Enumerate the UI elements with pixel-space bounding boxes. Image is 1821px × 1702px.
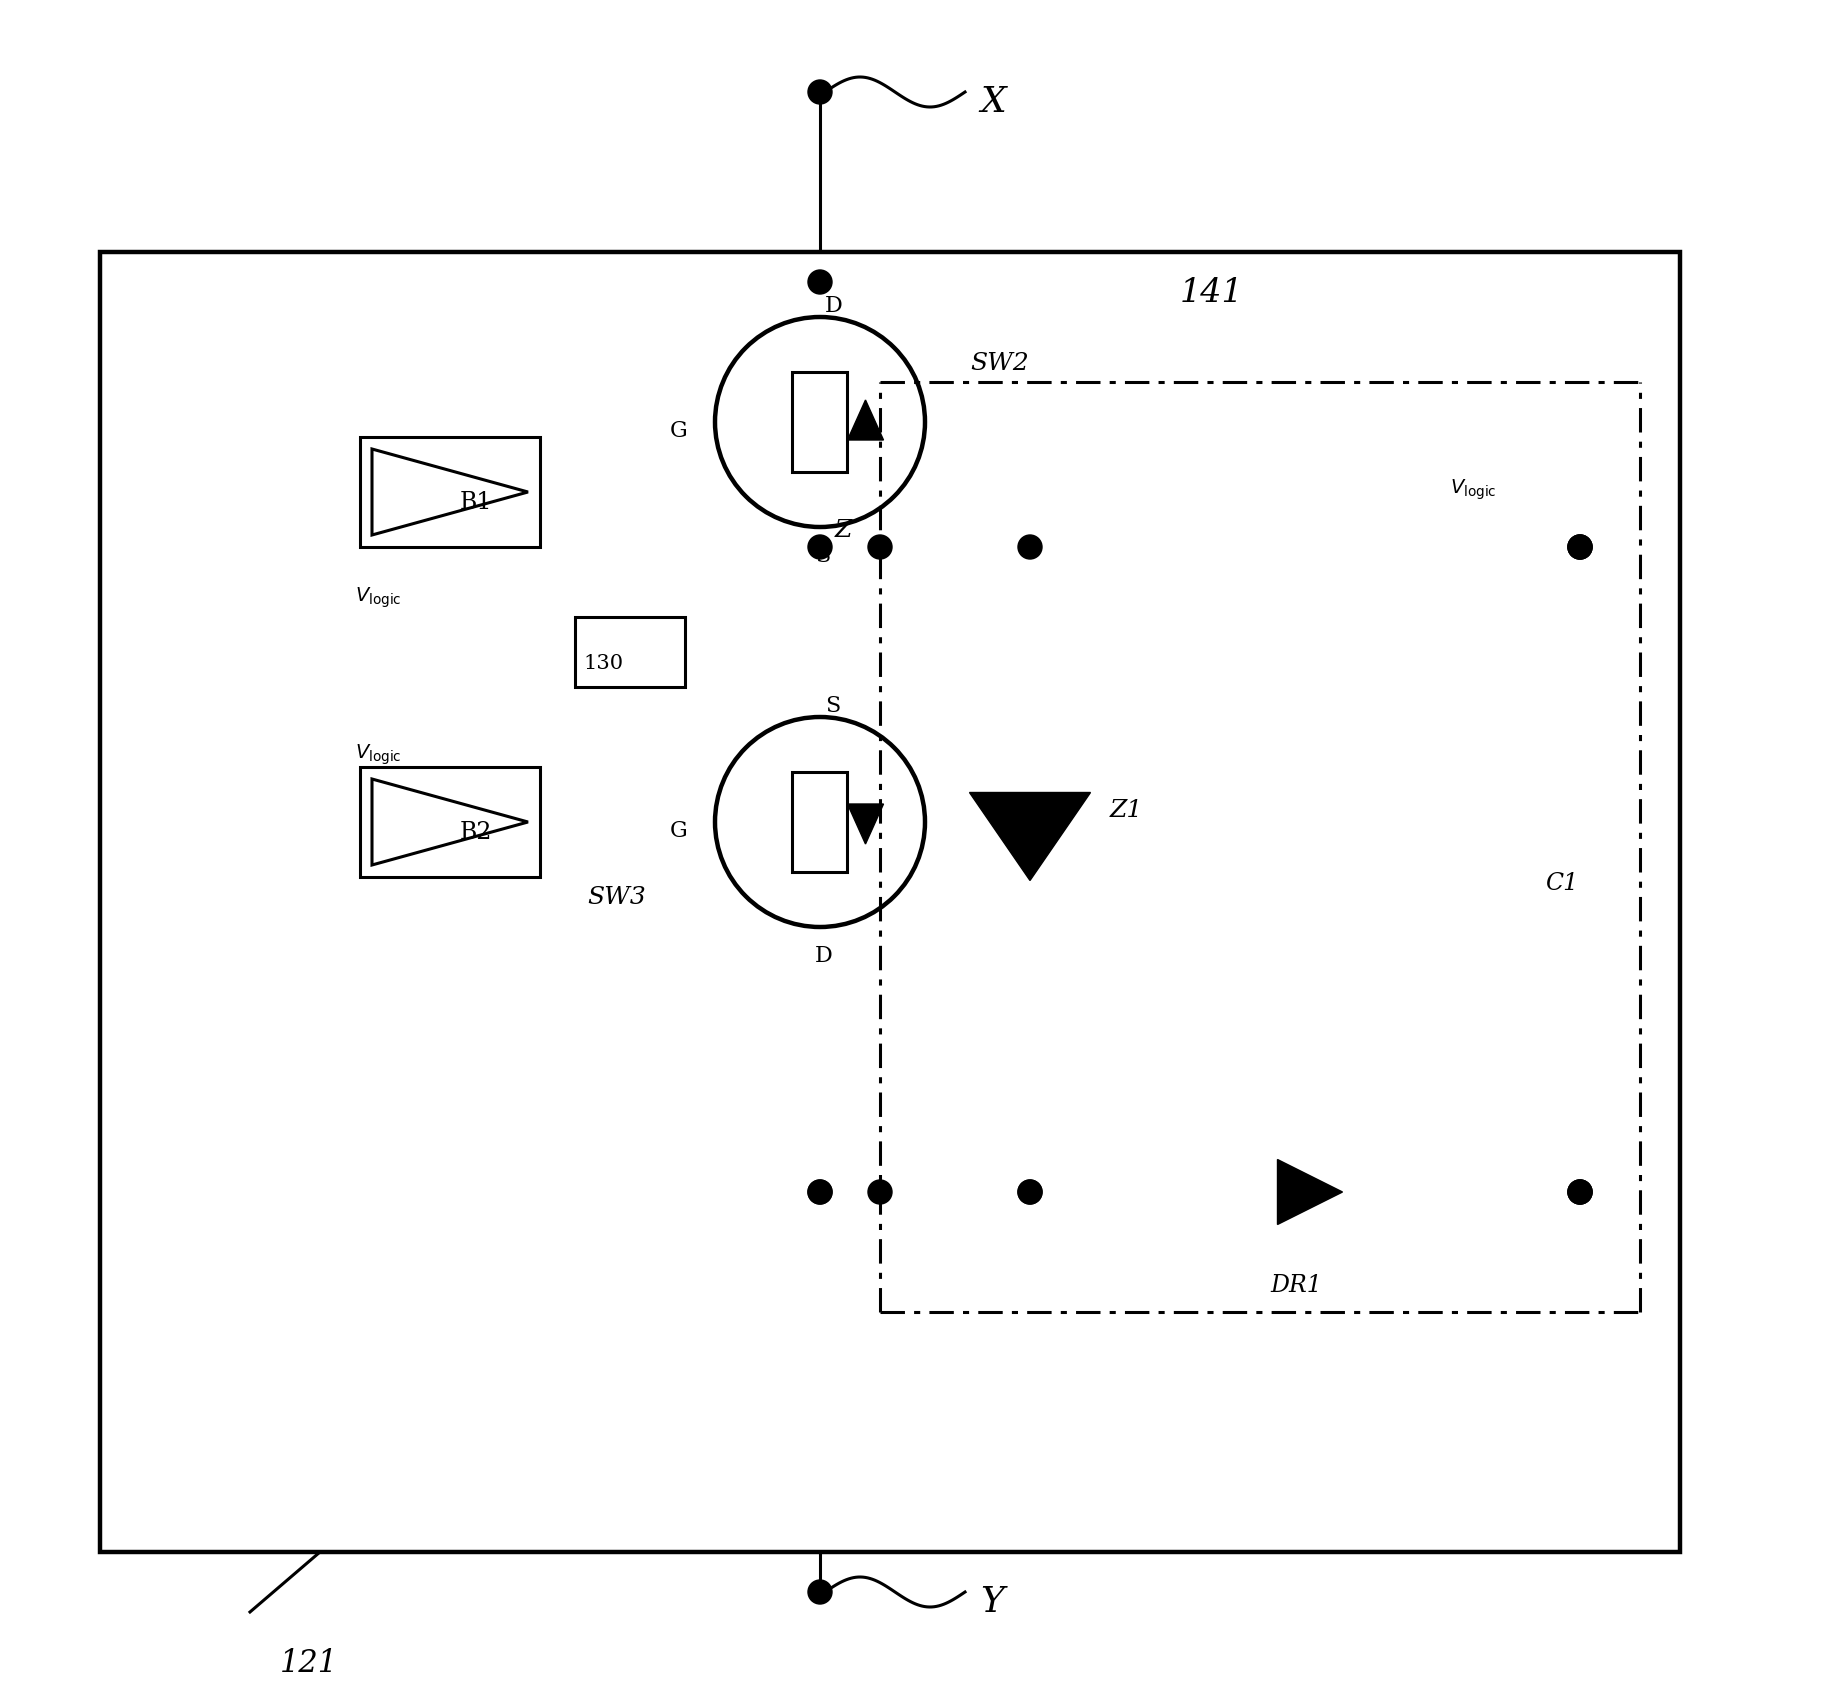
Bar — [792, 773, 847, 871]
Circle shape — [1568, 1179, 1592, 1203]
Text: D: D — [816, 945, 832, 967]
Text: 141: 141 — [1180, 277, 1244, 310]
Text: G: G — [670, 420, 688, 443]
Text: Z: Z — [836, 519, 852, 541]
Bar — [361, 768, 541, 877]
Text: DR1: DR1 — [1269, 1275, 1322, 1297]
Circle shape — [809, 1179, 832, 1203]
Bar — [575, 618, 685, 688]
Circle shape — [1018, 1179, 1042, 1203]
Circle shape — [1018, 1179, 1042, 1203]
Text: B2: B2 — [461, 820, 492, 844]
Circle shape — [809, 80, 832, 104]
Text: X: X — [980, 85, 1005, 119]
Polygon shape — [847, 400, 883, 441]
Circle shape — [1018, 534, 1042, 558]
Text: $V_{\rm logic}$: $V_{\rm logic}$ — [355, 585, 402, 611]
Polygon shape — [847, 803, 883, 844]
Circle shape — [1568, 534, 1592, 558]
Text: S: S — [825, 694, 839, 717]
Text: B1: B1 — [461, 490, 492, 514]
Circle shape — [809, 534, 832, 558]
Text: 121: 121 — [280, 1648, 339, 1678]
Text: S: S — [816, 545, 830, 567]
Bar — [100, 252, 1681, 1552]
Polygon shape — [1278, 1159, 1342, 1224]
Text: Y: Y — [980, 1585, 1003, 1619]
Circle shape — [1568, 534, 1592, 558]
Circle shape — [869, 1179, 892, 1203]
Circle shape — [809, 1179, 832, 1203]
Bar — [792, 373, 847, 471]
Circle shape — [809, 1579, 832, 1603]
Bar — [361, 437, 541, 546]
Text: C1: C1 — [1544, 871, 1579, 895]
Text: Z1: Z1 — [1111, 798, 1144, 822]
Circle shape — [809, 271, 832, 294]
Text: G: G — [670, 820, 688, 842]
Circle shape — [1568, 534, 1592, 558]
Circle shape — [1568, 1179, 1592, 1203]
Text: $V_{\rm logic}$: $V_{\rm logic}$ — [355, 742, 402, 768]
Text: $V_{\rm logic}$: $V_{\rm logic}$ — [1450, 478, 1497, 502]
Circle shape — [1568, 1179, 1592, 1203]
Text: SW3: SW3 — [586, 887, 646, 909]
Text: 130: 130 — [583, 654, 623, 672]
Text: D: D — [825, 294, 843, 317]
Circle shape — [869, 534, 892, 558]
Text: SW2: SW2 — [971, 352, 1029, 374]
Polygon shape — [969, 793, 1091, 880]
